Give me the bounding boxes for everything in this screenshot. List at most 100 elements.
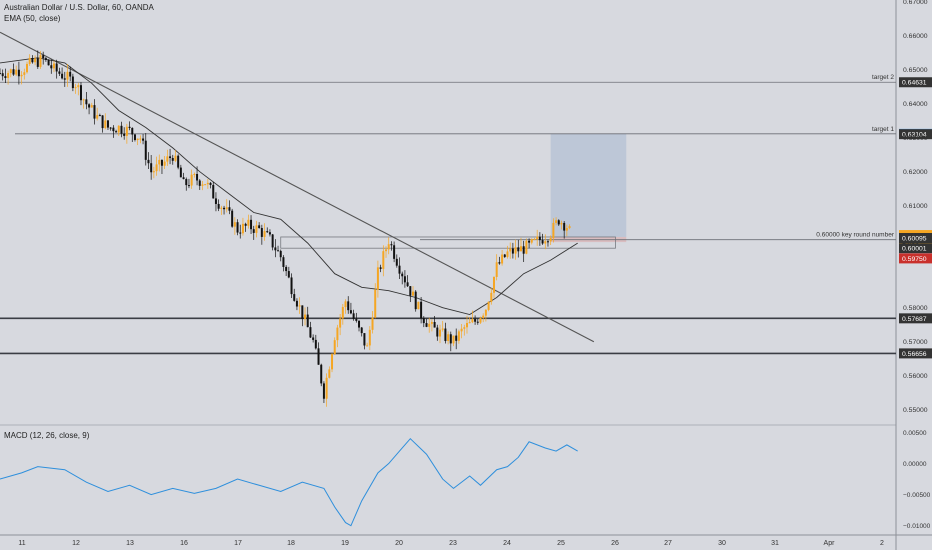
time-tick-label: 12 xyxy=(72,540,80,547)
price-tick-label: 0.67000 xyxy=(903,0,928,6)
price-tick-label: 0.55000 xyxy=(903,407,928,414)
key-range-zone[interactable] xyxy=(280,236,616,249)
candle-body xyxy=(428,323,431,327)
time-tick-label: 27 xyxy=(664,540,672,547)
candle-body xyxy=(528,240,531,243)
candle-body xyxy=(77,85,80,88)
candle-body xyxy=(63,78,66,80)
candle-body xyxy=(179,167,182,178)
candle-body xyxy=(557,220,560,225)
candle-body xyxy=(301,305,304,320)
candle-body xyxy=(58,71,61,74)
candle-body xyxy=(282,257,285,267)
ema-line[interactable] xyxy=(0,57,578,315)
candle-body xyxy=(106,120,109,128)
price-tick-label: 0.66000 xyxy=(903,33,928,40)
candle-body xyxy=(263,231,266,237)
price-tick-label: 0.63000 xyxy=(903,135,928,142)
candle-body xyxy=(422,318,425,324)
candle-body xyxy=(206,182,209,185)
candle-body xyxy=(514,247,517,254)
price-badge xyxy=(899,77,932,88)
candle-body xyxy=(277,250,280,252)
candle-body xyxy=(320,364,323,384)
candle-body xyxy=(349,310,352,314)
time-tick-label: 13 xyxy=(126,540,134,547)
candle-body xyxy=(266,231,269,233)
candle-body xyxy=(23,72,26,75)
level-annotation: target 1 xyxy=(872,126,894,133)
candle-body xyxy=(536,236,539,240)
candle-body xyxy=(403,276,406,283)
macd-line[interactable] xyxy=(0,437,578,527)
candle-body xyxy=(88,104,91,108)
candle-body xyxy=(82,99,85,101)
candle-body xyxy=(34,58,37,63)
candle-body xyxy=(209,182,212,185)
macd-tick-label: −0.01000 xyxy=(903,523,931,530)
candle-body xyxy=(455,335,458,341)
candle-body xyxy=(69,71,72,77)
candle-body xyxy=(98,115,101,117)
candle-body xyxy=(4,76,7,78)
candle-body xyxy=(144,140,147,160)
candle-body xyxy=(471,319,474,323)
candle-body xyxy=(328,369,331,378)
level-annotation: target 2 xyxy=(872,74,894,81)
price-badge xyxy=(899,129,932,140)
candle-body xyxy=(314,339,317,349)
candle-body xyxy=(525,240,528,254)
price-badge xyxy=(899,233,932,243)
candle-body xyxy=(358,320,361,328)
candle-body xyxy=(568,226,571,229)
candle-body xyxy=(552,222,555,239)
candle-body xyxy=(9,69,12,74)
candle-body xyxy=(39,55,42,67)
candle-body xyxy=(79,85,82,101)
time-tick-label: 24 xyxy=(503,540,511,547)
time-tick-label: Apr xyxy=(824,540,836,547)
candle-body xyxy=(452,335,455,344)
candle-body xyxy=(287,271,290,278)
ema-indicator-label[interactable]: EMA (50, close) xyxy=(4,14,61,23)
candle-body xyxy=(285,266,288,272)
level-annotation: 0.60000 key round number xyxy=(816,232,895,239)
price-badge-text: 0.56656 xyxy=(902,351,927,358)
candle-body xyxy=(333,340,336,355)
candle-body xyxy=(217,203,220,209)
symbol-title[interactable]: Australian Dollar / U.S. Dollar, 60, OAN… xyxy=(4,3,154,12)
candle-body xyxy=(150,163,153,173)
price-badge-text: 0.63104 xyxy=(902,132,927,139)
target-zone[interactable] xyxy=(550,133,627,237)
candle-body xyxy=(0,73,1,75)
candle-body xyxy=(293,294,296,301)
candle-body xyxy=(420,301,423,319)
candle-body xyxy=(36,58,39,67)
candle-body xyxy=(306,314,309,328)
candle-body xyxy=(355,318,358,321)
candle-body xyxy=(490,292,493,302)
candle-body xyxy=(187,185,190,187)
candle-body xyxy=(120,125,123,134)
macd-indicator-label[interactable]: MACD (12, 26, close, 9) xyxy=(4,431,90,440)
candle-body xyxy=(214,198,217,204)
price-tick-label: 0.65000 xyxy=(903,67,928,74)
price-badge xyxy=(899,348,932,359)
candle-body xyxy=(252,229,255,233)
candle-body xyxy=(101,115,104,129)
candle-body xyxy=(322,383,325,399)
candle-body xyxy=(155,164,158,172)
candle-body xyxy=(541,240,544,244)
candle-body xyxy=(258,225,261,229)
candle-body xyxy=(260,228,263,237)
candle-body xyxy=(20,74,23,77)
candle-body xyxy=(506,251,509,257)
candle-body xyxy=(457,331,460,341)
candle-body xyxy=(231,210,234,227)
price-tick-label: 0.61000 xyxy=(903,203,928,210)
candle-body xyxy=(344,301,347,308)
time-tick-label: 16 xyxy=(180,540,188,547)
price-badge xyxy=(899,313,932,324)
candle-body xyxy=(401,273,404,277)
